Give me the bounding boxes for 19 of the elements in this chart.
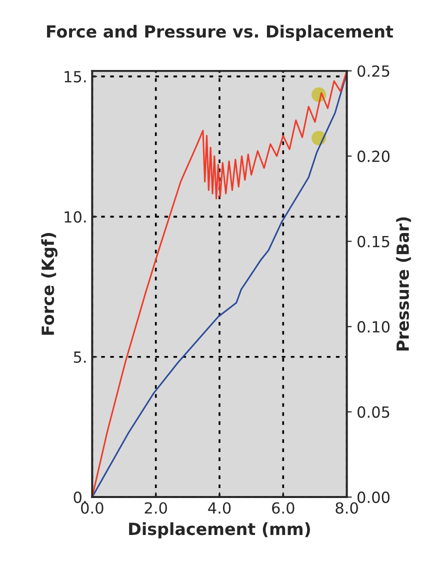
y-tick-label: 10. <box>64 211 86 223</box>
y-tick-label: 0. <box>74 492 86 504</box>
y2-tick-label: 0.25 <box>358 65 390 77</box>
y2-tick-label: 0.10 <box>358 321 390 333</box>
chart-title: Force and Pressure vs. Displacement <box>47 24 394 41</box>
x-tick-label: 6.0 <box>272 502 294 514</box>
x-tick-label: 4.0 <box>208 502 231 514</box>
y-tick-label: 5. <box>74 352 86 363</box>
y-tick-label: 15. <box>64 71 86 82</box>
x-axis-title: Displacement (mm) <box>129 522 310 538</box>
x-tick-label: 2.0 <box>144 502 167 514</box>
x-tick-label: 0.0 <box>81 502 104 514</box>
x-tick-label: 8.0 <box>336 502 358 514</box>
y2-tick-label: 0.00 <box>358 492 390 504</box>
y2-tick-label: 0.20 <box>358 150 390 162</box>
y-axis-title: Force (Kgf) <box>41 233 58 335</box>
y2-axis-title: Pressure (Bar) <box>396 217 411 351</box>
y2-tick-label: 0.05 <box>358 406 390 418</box>
y2-tick-label: 0.15 <box>358 236 390 248</box>
